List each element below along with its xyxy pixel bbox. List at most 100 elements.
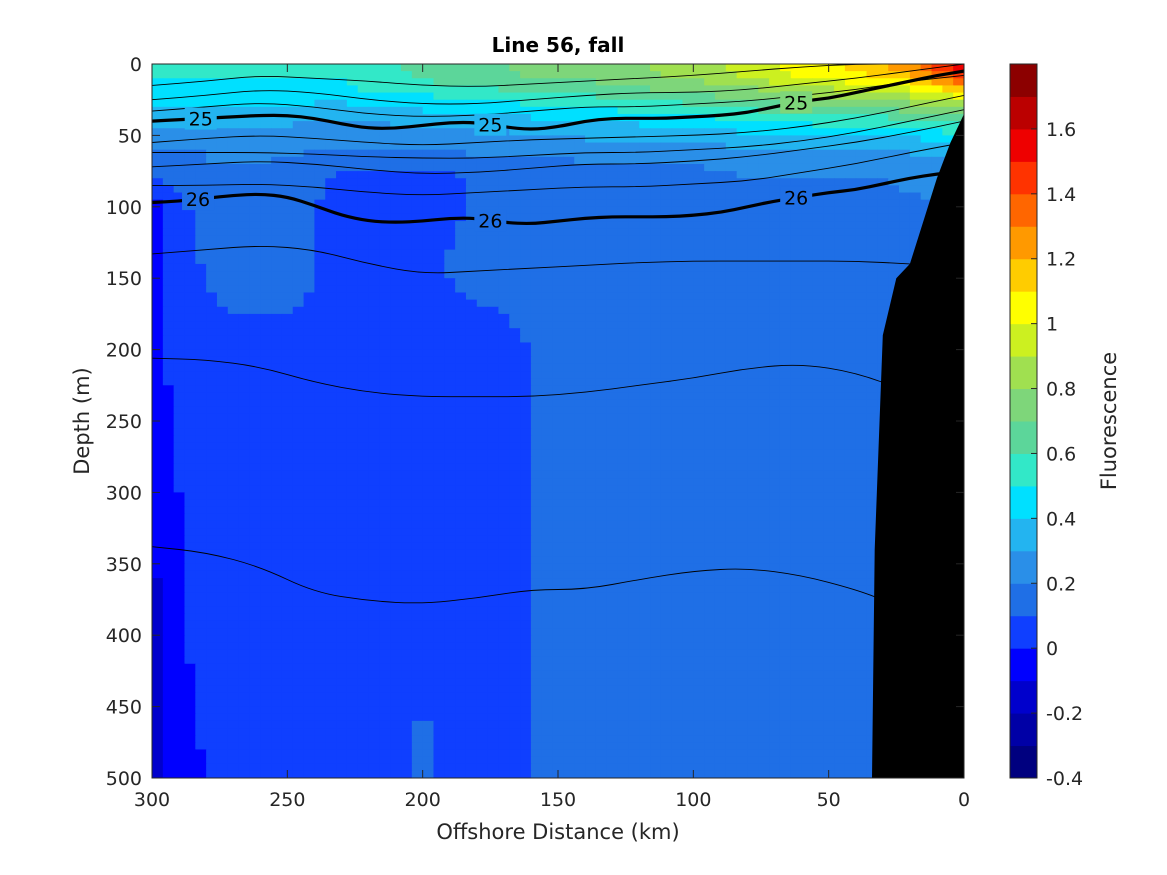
heatmap-cell	[617, 456, 629, 465]
heatmap-cell	[714, 442, 727, 451]
heatmap-cell	[942, 113, 954, 122]
heatmap-cell	[693, 321, 705, 329]
heatmap-cell	[216, 278, 229, 286]
heatmap-cell	[769, 85, 781, 94]
heatmap-cell	[769, 428, 781, 436]
heatmap-cell	[585, 271, 597, 279]
heatmap-cell	[455, 228, 467, 236]
heatmap-cell	[238, 299, 251, 308]
heatmap-cell	[444, 528, 456, 536]
heatmap-cell	[909, 113, 922, 122]
heatmap-cell	[704, 470, 716, 479]
heatmap-cell	[639, 171, 651, 179]
heatmap-cell	[465, 485, 478, 493]
heatmap-cell	[411, 335, 424, 344]
heatmap-cell	[866, 171, 878, 179]
heatmap-cell	[747, 121, 759, 129]
heatmap-cell	[444, 271, 456, 279]
heatmap-cell	[866, 149, 878, 158]
heatmap-cell	[606, 128, 619, 136]
heatmap-cell	[801, 242, 814, 251]
heatmap-cell	[736, 213, 749, 222]
heatmap-cell	[325, 178, 337, 186]
heatmap-cell	[303, 206, 315, 215]
heatmap-cell	[747, 299, 759, 308]
heatmap-cell	[238, 442, 251, 451]
heatmap-cell	[173, 192, 186, 201]
heatmap-cell	[693, 413, 705, 422]
heatmap-cell	[346, 470, 359, 479]
heatmap-cell	[422, 506, 435, 515]
heatmap-cell	[206, 442, 218, 451]
heatmap-cell	[465, 92, 478, 101]
heatmap-cell	[758, 221, 770, 229]
heatmap-cell	[476, 185, 489, 194]
heatmap-cell	[899, 263, 911, 272]
heatmap-cell	[834, 149, 846, 158]
heatmap-cell	[758, 92, 770, 101]
heatmap-cell	[390, 171, 402, 179]
heatmap-cell	[812, 121, 824, 129]
heatmap-cell	[379, 121, 391, 129]
heatmap-cell	[704, 513, 716, 522]
heatmap-cell	[401, 192, 413, 201]
heatmap-cell	[433, 221, 445, 229]
heatmap-cell	[498, 385, 510, 394]
heatmap-cell	[260, 328, 272, 336]
heatmap-cell	[660, 171, 673, 179]
heatmap-cell	[346, 271, 359, 279]
heatmap-cell	[195, 142, 207, 151]
heatmap-cell	[444, 349, 456, 358]
heatmap-cell	[303, 85, 315, 94]
heatmap-cell	[693, 478, 705, 486]
heatmap-cell	[476, 463, 489, 472]
heatmap-cell	[779, 499, 792, 508]
heatmap-cell	[325, 485, 337, 493]
heatmap-cell	[238, 213, 251, 222]
heatmap-cell	[844, 413, 857, 422]
heatmap-cell	[444, 399, 456, 408]
heatmap-cell	[379, 228, 391, 236]
heatmap-cell	[888, 149, 900, 158]
heatmap-cell	[693, 306, 705, 315]
heatmap-cell	[271, 499, 283, 508]
heatmap-cell	[844, 356, 857, 365]
heatmap-cell	[585, 492, 597, 501]
heatmap-cell	[790, 485, 803, 493]
heatmap-cell	[520, 399, 532, 408]
heatmap-cell	[736, 306, 749, 315]
heatmap-cell	[530, 64, 543, 72]
heatmap-cell	[476, 406, 489, 415]
heatmap-cell	[238, 456, 251, 465]
heatmap-cell	[411, 421, 424, 429]
heatmap-cell	[779, 299, 792, 308]
heatmap-cell	[411, 506, 424, 515]
heatmap-cell	[422, 342, 435, 351]
heatmap-cell	[379, 113, 391, 122]
heatmap-cell	[249, 149, 261, 158]
heatmap-cell	[585, 99, 597, 108]
heatmap-cell	[877, 113, 889, 122]
heatmap-cell	[368, 371, 380, 379]
heatmap-cell	[725, 185, 738, 194]
heatmap-cell	[769, 356, 781, 365]
heatmap-cell	[920, 135, 933, 144]
heatmap-cell	[801, 228, 814, 236]
heatmap-cell	[552, 71, 565, 79]
heatmap-cell	[249, 499, 261, 508]
heatmap-cell	[725, 121, 738, 129]
heatmap-cell	[574, 271, 586, 279]
heatmap-cell	[714, 128, 727, 136]
heatmap-cell	[617, 249, 629, 258]
heatmap-cell	[639, 85, 651, 94]
heatmap-cell	[487, 163, 500, 172]
heatmap-cell	[411, 428, 424, 436]
heatmap-cell	[530, 292, 543, 301]
heatmap-cell	[606, 456, 619, 465]
heatmap-cell	[249, 249, 261, 258]
heatmap-cell	[671, 356, 684, 365]
heatmap-cell	[195, 299, 207, 308]
heatmap-cell	[173, 371, 186, 379]
heatmap-cell	[790, 171, 803, 179]
heatmap-cell	[736, 321, 749, 329]
